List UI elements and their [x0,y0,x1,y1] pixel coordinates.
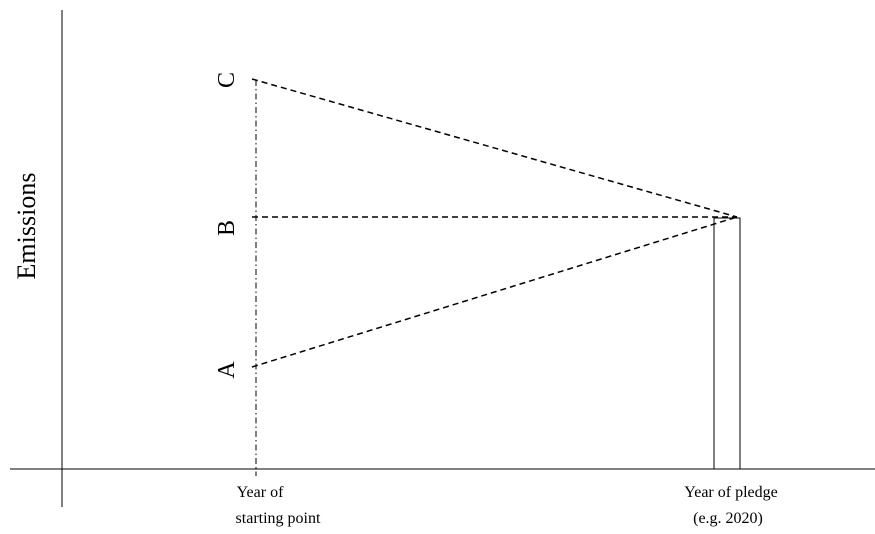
y-axis-label: Emissions [12,173,41,280]
point-label-c: C [214,72,240,88]
x-label-pledge-line1: Year of pledge [684,484,777,501]
pledge-year-bar [713,217,741,470]
point-label-b: B [214,220,240,236]
trajectory-line-c [251,78,738,218]
x-label-pledge-line2: (e.g. 2020) [693,510,763,527]
trajectory-line-a [251,216,738,368]
point-label-a: A [214,361,240,379]
x-label-start-line2: starting point [236,510,321,527]
x-label-start-line1: Year of [237,484,284,501]
